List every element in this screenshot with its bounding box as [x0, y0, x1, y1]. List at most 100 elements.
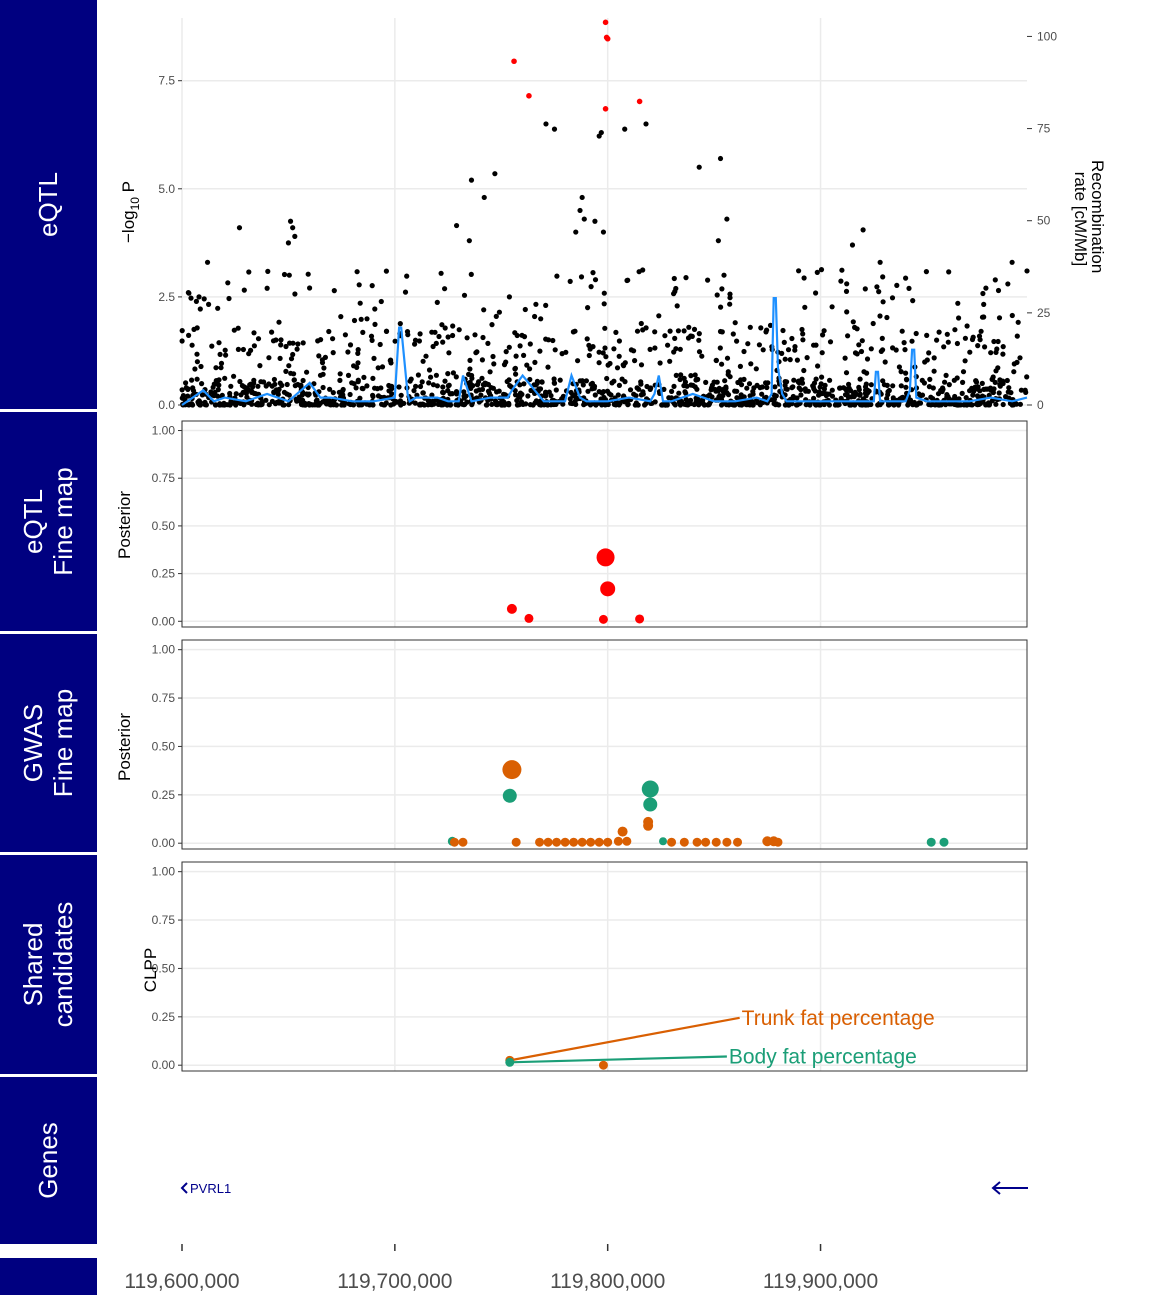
- eqtl-point: [750, 391, 756, 397]
- eqtl-point: [370, 375, 376, 381]
- eqtl-point: [270, 338, 277, 344]
- eqtl-point: [656, 313, 662, 319]
- eqtl-point: [513, 353, 519, 359]
- eqtl-point: [946, 269, 952, 275]
- eqtl-point: [818, 267, 825, 273]
- eqtl-point: [881, 382, 888, 388]
- eqtl-point: [307, 285, 313, 291]
- eqtl-finemap-y-axis-title: Posterior: [115, 491, 134, 559]
- eqtl-point: [522, 306, 528, 313]
- eqtl-point: [527, 402, 534, 408]
- posterior-point: [594, 837, 604, 847]
- strip-background: [0, 1258, 97, 1295]
- eqtl-point: [668, 395, 675, 401]
- eqtl-point: [652, 329, 658, 335]
- eqtl-point: [986, 402, 993, 408]
- eqtl-point: [440, 339, 446, 345]
- eqtl-finemap-y-ticks: 0.00 0.25 0.50 0.75 1.00: [152, 424, 182, 628]
- eqtl-point: [489, 401, 495, 407]
- eqtl-point: [996, 390, 1002, 396]
- eqtl-point: [246, 269, 252, 275]
- eqtl-point: [266, 355, 272, 361]
- eqtl-point: [903, 384, 909, 390]
- eqtl-point: [691, 326, 698, 332]
- eqtl-point: [625, 401, 631, 407]
- eqtl-point: [496, 309, 502, 315]
- eqtl-point: [235, 325, 241, 331]
- eqtl-point: [727, 295, 733, 301]
- eqtl-point: [532, 313, 538, 320]
- eqtl-point: [817, 384, 823, 390]
- eqtl-point: [251, 390, 257, 396]
- eqtl-point: [194, 359, 200, 365]
- eqtl-point: [248, 347, 254, 353]
- eqtl-point: [321, 365, 327, 371]
- eqtl-point: [903, 370, 909, 376]
- eqtl-point: [717, 328, 724, 335]
- eqtl-point: [347, 342, 354, 348]
- eqtl-point: [215, 305, 221, 311]
- eqtl-point: [897, 396, 903, 402]
- eqtl-point: [943, 402, 949, 408]
- eqtl-point: [251, 330, 257, 336]
- eqtl-point: [355, 347, 361, 353]
- posterior-point: [635, 614, 645, 624]
- eqtl-point: [435, 401, 441, 407]
- eqtl-point: [194, 376, 200, 382]
- eqtl-point: [714, 292, 720, 298]
- eqtl-point: [320, 384, 326, 391]
- recomb-y-ticks: 0 25 50 75 100: [1027, 29, 1057, 412]
- eqtl-point: [686, 324, 692, 330]
- eqtl-point: [240, 346, 246, 353]
- eqtl-point: [792, 344, 798, 350]
- eqtl-point: [456, 327, 462, 333]
- eqtl-point: [811, 342, 817, 348]
- eqtl-point: [291, 371, 297, 377]
- eqtl-point: [785, 347, 792, 353]
- eqtl-point: [934, 337, 940, 343]
- eqtl-point: [997, 381, 1003, 387]
- eqtl-point: [596, 389, 602, 395]
- eqtl-point: [215, 387, 221, 393]
- eqtl-point: [988, 350, 994, 356]
- eqtl-point: [880, 378, 886, 384]
- eqtl-point: [782, 356, 788, 362]
- eqtl-point: [527, 366, 533, 372]
- y-tick-label: 1.00: [152, 643, 176, 657]
- eqtl-point: [276, 319, 282, 325]
- posterior-point: [502, 788, 517, 803]
- eqtl-point: [438, 270, 444, 276]
- eqtl-point: [361, 374, 367, 380]
- eqtl-lead-point: [602, 19, 609, 26]
- eqtl-point: [837, 385, 843, 391]
- eqtl-point: [787, 357, 793, 363]
- eqtl-point: [261, 379, 267, 385]
- eqtl-y-ticks: 0.0 2.5 5.0 7.5: [158, 74, 182, 412]
- eqtl-point: [278, 337, 284, 343]
- eqtl-point: [823, 392, 829, 399]
- eqtl-point: [703, 379, 709, 385]
- eqtl-point: [494, 389, 500, 395]
- eqtl-point: [235, 346, 241, 352]
- eqtl-point: [227, 390, 233, 397]
- eqtl-point: [771, 392, 777, 398]
- strip-background: [0, 0, 97, 409]
- eqtl-point: [541, 402, 547, 408]
- eqtl-lead-point: [526, 93, 532, 99]
- eqtl-point: [756, 342, 763, 348]
- eqtl-point: [305, 271, 311, 277]
- eqtl-point: [472, 332, 478, 338]
- eqtl-point: [290, 340, 296, 346]
- eqtl-point: [446, 350, 452, 356]
- posterior-point: [659, 837, 668, 846]
- strip-label: eQTL: [33, 172, 63, 237]
- eqtl-point: [885, 402, 892, 408]
- eqtl-point: [222, 375, 228, 381]
- eqtl-point: [517, 343, 523, 349]
- eqtl-point: [640, 267, 646, 273]
- y-tick-label: 0.50: [152, 961, 176, 975]
- eqtl-point: [372, 306, 378, 312]
- eqtl-point: [218, 360, 225, 366]
- y-tick-label: 0.50: [152, 519, 176, 533]
- eqtl-point: [879, 335, 885, 341]
